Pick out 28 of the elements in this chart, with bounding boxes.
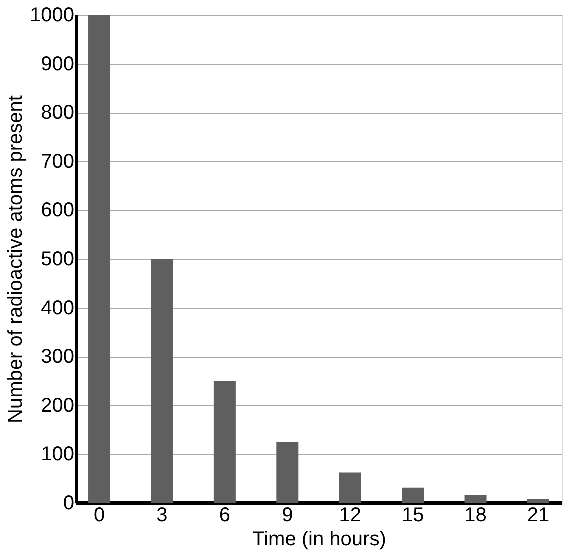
x-tick-label: 9 [282, 504, 294, 526]
x-tick-label: 0 [94, 504, 106, 526]
x-axis-title: Time (in hours) [252, 528, 386, 550]
y-tick-label: 900 [41, 53, 74, 76]
y-tick-label: 400 [41, 297, 74, 320]
bar [214, 381, 236, 503]
x-tick-label: 18 [464, 504, 487, 526]
bar [88, 15, 111, 503]
y-tick-label: 500 [41, 248, 74, 270]
x-tick-label: 21 [527, 504, 550, 526]
y-tick-label: 600 [41, 200, 74, 222]
y-tick-label: 1000 [30, 4, 74, 26]
y-axis-title: Number of radioactive atoms present [5, 95, 28, 424]
bar [276, 442, 299, 503]
x-tick-label: 6 [219, 504, 230, 526]
y-tick-label: 100 [41, 444, 74, 466]
x-tick-label: 12 [339, 504, 362, 526]
bar [339, 472, 362, 503]
bar [402, 488, 424, 503]
bar [151, 259, 174, 503]
x-tick-label: 15 [402, 504, 424, 526]
y-tick-label: 800 [41, 102, 74, 124]
y-tick-label: 700 [41, 150, 74, 173]
y-tick-label: 200 [41, 394, 74, 417]
x-tick-label: 3 [156, 504, 168, 526]
bar [464, 495, 487, 503]
bar [527, 499, 550, 503]
y-tick-label: 300 [41, 346, 74, 368]
